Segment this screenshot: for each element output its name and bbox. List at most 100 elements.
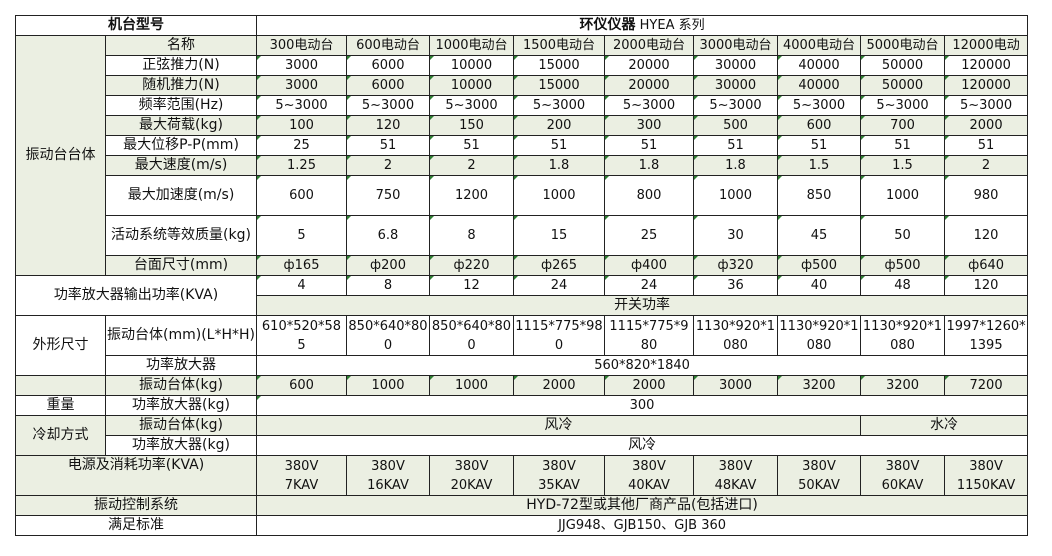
spec-value: 1000 bbox=[513, 175, 605, 216]
control-label: 振动控制系统 bbox=[15, 495, 257, 516]
spec-value: 51 bbox=[777, 135, 861, 156]
weight-shaker-value: 2000 bbox=[604, 375, 694, 396]
spec-value: 5~3000 bbox=[943, 95, 1029, 116]
dimensions-shaker-label: 振动台体(mm)(L*H*H) bbox=[105, 315, 257, 356]
spec-value: 1.8 bbox=[693, 155, 778, 176]
spec-label: 最大速度(m/s) bbox=[105, 155, 257, 176]
dimensions-shaker-value: 610*520*585 bbox=[256, 315, 347, 356]
spec-value: 8 bbox=[429, 215, 514, 256]
spec-label: 随机推力(N) bbox=[105, 75, 257, 96]
spec-value: ф500 bbox=[860, 255, 945, 276]
voltage: 380V bbox=[454, 458, 489, 474]
power-supply-value: 380V 16KAV bbox=[346, 455, 430, 496]
model-name: 4000电动台 bbox=[777, 35, 861, 56]
spec-value: 51 bbox=[429, 135, 514, 156]
model-header: 机台型号 bbox=[15, 15, 257, 36]
power-consumption: 7KAV bbox=[284, 477, 319, 493]
spec-value: 5~3000 bbox=[693, 95, 778, 116]
dimensions-shaker-value: 1130*920*1080 bbox=[693, 315, 778, 356]
spec-value: 45 bbox=[777, 215, 861, 256]
voltage: 380V bbox=[802, 458, 836, 474]
spec-value: ф265 bbox=[513, 255, 605, 276]
spec-value: 980 bbox=[943, 175, 1029, 216]
voltage: 380V bbox=[632, 458, 666, 474]
spec-value: 1.5 bbox=[777, 155, 861, 176]
spec-value: 600 bbox=[256, 175, 347, 216]
amp-power-value: 4 bbox=[256, 275, 347, 296]
model-name: 5000电动台 bbox=[860, 35, 945, 56]
dimensions-shaker-value: 1997*1260*1395 bbox=[943, 315, 1029, 356]
shaker-section-label: 振动台台体 bbox=[15, 35, 106, 276]
spec-value: ф400 bbox=[604, 255, 694, 276]
spec-value: 1.8 bbox=[604, 155, 694, 176]
dimensions-amp-label: 功率放大器 bbox=[105, 355, 257, 376]
power-consumption: 35KAV bbox=[538, 477, 580, 493]
standards-label: 满足标准 bbox=[15, 515, 257, 536]
dimensions-amp-value: 560*820*1840 bbox=[255, 355, 1029, 376]
spec-label: 活动系统等效质量(kg) bbox=[105, 215, 257, 256]
cooling-shaker-label: 振动台体(kg) bbox=[105, 415, 257, 436]
spec-value: 300 bbox=[604, 115, 694, 136]
model-name: 12000电动 bbox=[943, 35, 1029, 56]
dimensions-shaker-value: 1130*920*1080 bbox=[860, 315, 945, 356]
cooling-shaker-air: 风冷 bbox=[256, 415, 861, 436]
cooling-label: 冷却方式 bbox=[15, 415, 106, 456]
spec-value: 3000 bbox=[256, 55, 347, 76]
power-supply-value: 380V 35KAV bbox=[513, 455, 605, 496]
spec-value: 25 bbox=[256, 135, 347, 156]
spec-value: ф200 bbox=[346, 255, 430, 276]
spec-value: 15 bbox=[513, 215, 605, 256]
spec-label: 最大加速度(m/s) bbox=[105, 175, 257, 216]
spec-value: 51 bbox=[513, 135, 605, 156]
spec-value: 750 bbox=[346, 175, 430, 216]
spec-value: 6.8 bbox=[346, 215, 430, 256]
spec-value: 30000 bbox=[693, 55, 778, 76]
spec-value: 40000 bbox=[777, 75, 861, 96]
dimensions-shaker-value: 850*640*800 bbox=[346, 315, 430, 356]
weight-amp-value: 300 bbox=[255, 395, 1029, 416]
amp-power-value: 48 bbox=[860, 275, 945, 296]
model-name: 3000电动台 bbox=[693, 35, 778, 56]
spec-label: 最大荷载(kg) bbox=[105, 115, 257, 136]
spec-value: 40000 bbox=[777, 55, 861, 76]
amp-power-value: 8 bbox=[346, 275, 430, 296]
dimensions-shaker-value: 1115*775*980 bbox=[604, 315, 694, 356]
spec-value: 5~3000 bbox=[346, 95, 430, 116]
amp-power-value: 24 bbox=[604, 275, 694, 296]
power-consumption: 16KAV bbox=[367, 477, 409, 493]
spec-value: 1200 bbox=[429, 175, 514, 216]
dimensions-shaker-value: 850*640*800 bbox=[429, 315, 514, 356]
series-name: HYEA 系列 bbox=[635, 18, 705, 33]
spec-value: 5~3000 bbox=[513, 95, 605, 116]
amp-power-value: 24 bbox=[513, 275, 605, 296]
spec-table: 机台型号 环仪仪器 HYEA 系列 振动台台体 名称 300电动台 600电动台 1… bbox=[15, 15, 1029, 536]
spec-value: 700 bbox=[860, 115, 945, 136]
weight-shaker-value: 3200 bbox=[777, 375, 861, 396]
spec-value: 6000 bbox=[346, 55, 430, 76]
weight-shaker-value: 600 bbox=[256, 375, 347, 396]
power-consumption: 1150KAV bbox=[956, 477, 1016, 493]
dimensions-shaker-value: 1115*775*980 bbox=[513, 315, 605, 356]
model-name: 2000电动台 bbox=[604, 35, 694, 56]
control-value: HYD-72型或其他厂商产品(包括进口) bbox=[255, 495, 1029, 516]
weight-label: 重量 bbox=[15, 395, 106, 416]
series-brand: 环仪仪器 bbox=[579, 17, 636, 33]
power-consumption: 60KAV bbox=[881, 477, 924, 493]
model-name: 1500电动台 bbox=[513, 35, 605, 56]
spec-value: 15000 bbox=[513, 75, 605, 96]
spec-value: 1000 bbox=[693, 175, 778, 216]
spec-value: 850 bbox=[777, 175, 861, 216]
spec-value: 6000 bbox=[346, 75, 430, 96]
cooling-amp-value: 风冷 bbox=[255, 435, 1029, 456]
power-supply-value: 380V 1150KAV bbox=[943, 455, 1029, 496]
spec-value: ф320 bbox=[693, 255, 778, 276]
spec-value: 2000 bbox=[943, 115, 1029, 136]
spec-value: ф500 bbox=[777, 255, 861, 276]
voltage: 380V bbox=[718, 458, 753, 474]
cooling-shaker-water: 水冷 bbox=[859, 415, 1029, 436]
amp-power-value: 36 bbox=[693, 275, 778, 296]
spec-label: 正弦推力(N) bbox=[105, 55, 257, 76]
amp-power-value: 12 bbox=[429, 275, 514, 296]
spec-value: 1.25 bbox=[256, 155, 347, 176]
spec-value: 1000 bbox=[860, 175, 945, 216]
